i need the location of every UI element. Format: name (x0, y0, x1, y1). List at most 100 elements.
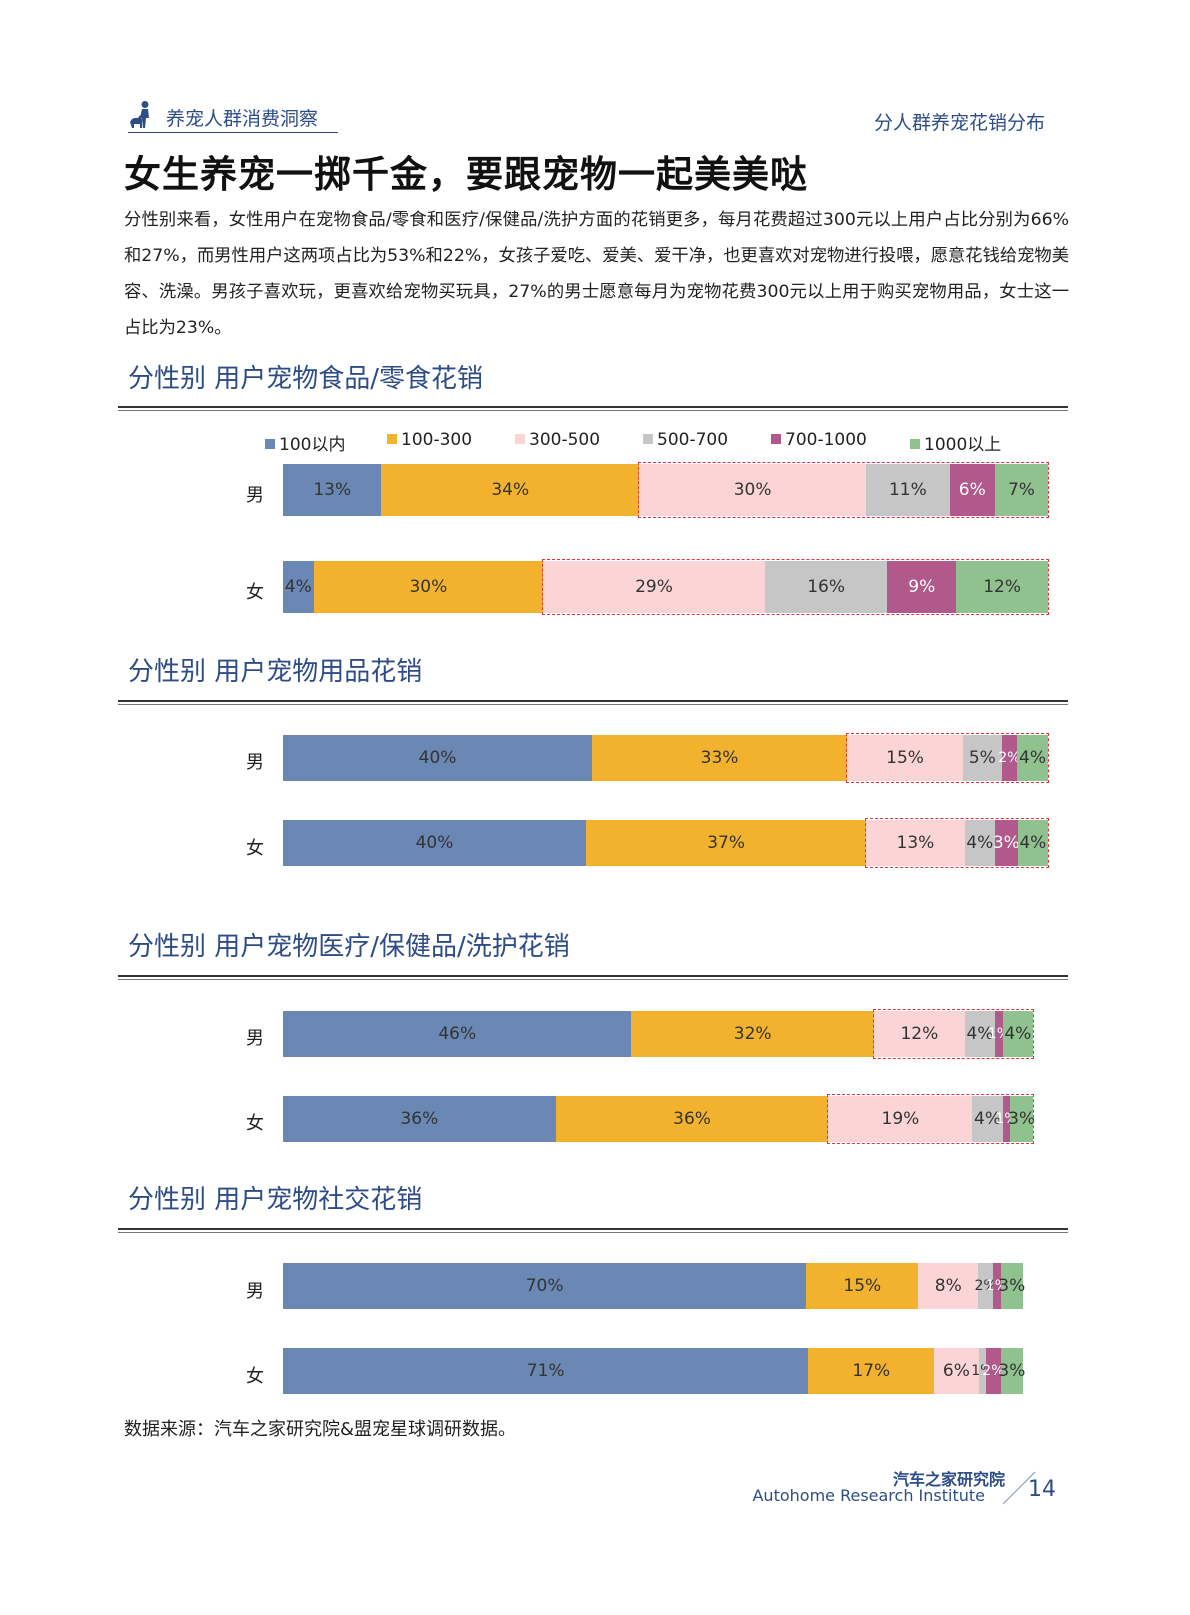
data-label: 7% (1007, 480, 1035, 500)
data-label: 3% (998, 1361, 1026, 1381)
stacked-bar: 36% 36% 19% 4% 1% 3% (283, 1094, 1035, 1144)
bar-segment: 16% (764, 561, 888, 613)
page-number: 14 (1028, 1477, 1056, 1502)
bar-segment: 15% (847, 735, 963, 781)
data-label: 19% (881, 1109, 920, 1129)
data-label: 40% (415, 833, 454, 853)
category-label: 男 (246, 752, 264, 773)
legend-label: 100-300 (401, 430, 473, 450)
data-label: 9% (908, 577, 936, 597)
bar-segment: 40% (283, 820, 586, 866)
bar-segment: 46% (283, 1011, 632, 1057)
chart-legend: 100以内 100-300 300-500 500-700 700-1000 1… (265, 430, 1065, 456)
data-label: 32% (733, 1024, 772, 1044)
bar-segment: 4% (972, 1096, 1003, 1142)
slash-divider-icon (1002, 1471, 1036, 1505)
bar-segment: 70% (283, 1263, 807, 1309)
section-header-label: 养宠人群消费洞察 (166, 108, 319, 130)
bar-segment: 40% (283, 735, 593, 781)
data-source: 数据来源：汽车之家研究院&盟宠星球调研数据。 (124, 1419, 517, 1440)
bar-segment: 13% (866, 820, 965, 866)
bar-segment: 29% (543, 561, 765, 613)
bar-segment: 9% (887, 561, 957, 613)
bar-segment: 30% (638, 464, 867, 516)
bar-segment: 5% (963, 735, 1002, 781)
bar-segment: 15% (806, 1263, 919, 1309)
data-label: 29% (635, 577, 673, 597)
data-label: 40% (418, 748, 457, 768)
divider (118, 700, 1068, 705)
bar-segment: 19% (828, 1096, 973, 1142)
data-label: 8% (934, 1276, 962, 1296)
category-label: 女 (246, 838, 264, 859)
divider (118, 975, 1068, 980)
data-label: 11% (888, 480, 927, 500)
data-label: 37% (707, 833, 745, 853)
stacked-bar: 4% 30% 29% 16% 9% 12% (283, 559, 1049, 615)
chart-title: 分性别 用户宠物医疗/保健品/洗护花销 (128, 932, 570, 962)
data-label: 6% (958, 480, 986, 500)
page-topic: 分人群养宠花销分布 (873, 112, 1045, 134)
bar-segment: 1% (988, 1011, 1010, 1057)
bar-segment: 6% (949, 464, 995, 516)
legend-label: 100以内 (279, 435, 346, 455)
legend-swatch (515, 434, 525, 444)
bar-segment: 32% (631, 1011, 874, 1057)
data-label: 4% (1004, 1024, 1032, 1044)
bar-segment: 11% (866, 464, 950, 516)
data-label: 13% (896, 833, 935, 853)
data-label: 3% (992, 833, 1020, 853)
data-label: 3% (998, 1276, 1026, 1296)
data-label: 16% (807, 577, 846, 597)
bar-segment: 3% (998, 1348, 1026, 1394)
bar-segment: 71% (283, 1348, 809, 1394)
category-label: 男 (246, 485, 264, 506)
bar-segment: 7% (994, 464, 1048, 516)
bar-segment: 36% (555, 1096, 829, 1142)
stacked-bar: 13% 34% 30% 11% 6% 7% (283, 462, 1049, 518)
data-label: 71% (526, 1361, 565, 1381)
chart-title: 分性别 用户宠物食品/零食花销 (128, 364, 484, 394)
data-label: 36% (400, 1109, 439, 1129)
data-label: 4% (966, 1024, 994, 1044)
section-header: 养宠人群消费洞察 (128, 98, 338, 133)
bar-segment: 3% (992, 820, 1020, 866)
legend-item: 1000以上 (910, 430, 1001, 455)
footer-brand-cn: 汽车之家研究院 (892, 1470, 1005, 1489)
data-label: 15% (886, 748, 924, 768)
category-label: 女 (246, 1366, 264, 1387)
data-label: 46% (438, 1024, 477, 1044)
bar-segment: 4% (283, 561, 314, 613)
legend-label: 1000以上 (924, 435, 1002, 455)
data-label: 70% (525, 1276, 564, 1296)
bar-segment: 30% (313, 561, 544, 613)
bar-segment: 4% (964, 1011, 996, 1057)
data-label: 30% (409, 577, 448, 597)
bar-segment: 34% (381, 464, 639, 516)
intro-paragraph: 分性别来看，女性用户在宠物食品/零食和医疗/保健品/洗护方面的花销更多，每月花费… (124, 210, 1069, 338)
legend-item: 100-300 (387, 430, 472, 450)
footer-brand-en: Autohome Research Institute (752, 1486, 985, 1505)
legend-label: 500-700 (657, 430, 729, 450)
category-label: 男 (246, 1028, 264, 1049)
chart-title: 分性别 用户宠物用品花销 (128, 657, 423, 687)
data-label: 4% (974, 1109, 1002, 1129)
data-label: 17% (852, 1361, 891, 1381)
data-label: 13% (313, 480, 352, 500)
data-label: 6% (942, 1361, 970, 1381)
bar-segment: 4% (964, 820, 995, 866)
bar-segment: 12% (873, 1011, 965, 1057)
category-label: 女 (246, 1113, 264, 1134)
data-label: 4% (284, 577, 312, 597)
legend-item: 500-700 (643, 430, 728, 450)
page-title: 女生养宠一掷千金，要跟宠物一起美美哒 (124, 153, 808, 196)
category-label: 女 (246, 582, 264, 603)
bar-segment: 4% (1017, 735, 1048, 781)
data-label: 12% (983, 577, 1021, 597)
bar-segment: 36% (283, 1096, 556, 1142)
data-label: 34% (491, 480, 530, 500)
bar-segment: 8% (918, 1263, 979, 1309)
divider (118, 406, 1068, 411)
bar-segment: 4% (1002, 1011, 1033, 1057)
bar-segment: 13% (283, 464, 382, 516)
